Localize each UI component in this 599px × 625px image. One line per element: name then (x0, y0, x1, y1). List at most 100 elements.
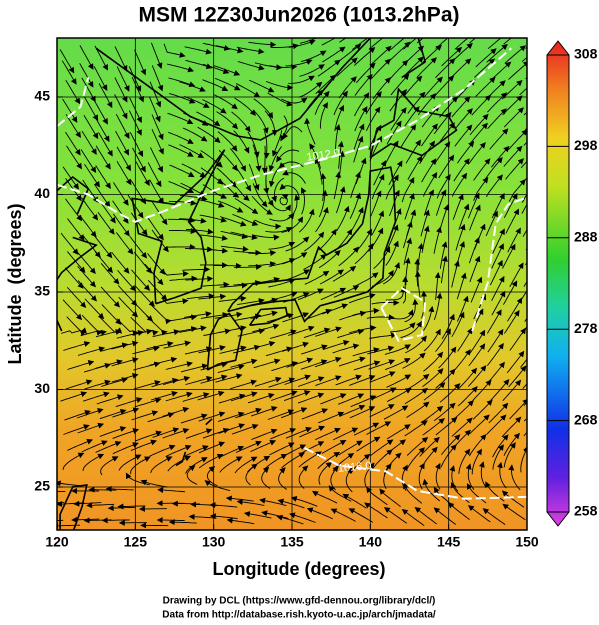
streamline (268, 146, 282, 172)
y-tick-label: 40 (34, 185, 50, 201)
streamline (129, 236, 148, 259)
streamline (197, 199, 225, 208)
streamline (202, 79, 229, 91)
streamline (217, 131, 238, 152)
streamline (233, 264, 262, 270)
streamline (451, 260, 460, 288)
streamline (521, 56, 527, 62)
streamline (458, 367, 478, 390)
streamline (216, 167, 237, 188)
streamline (135, 161, 150, 187)
streamline (403, 38, 417, 50)
streamline (80, 149, 97, 174)
streamline (226, 517, 255, 525)
x-tick-label: 120 (45, 534, 69, 550)
streamline (352, 38, 375, 50)
streamline (490, 379, 510, 401)
streamline (82, 391, 110, 402)
streamline (315, 326, 342, 337)
streamline (95, 359, 123, 369)
streamline (317, 451, 341, 470)
streamline (407, 155, 423, 180)
streamline (422, 368, 444, 388)
streamline (322, 339, 350, 351)
streamline (502, 95, 523, 116)
streamline (169, 275, 198, 282)
streamline (213, 65, 241, 76)
streamline (438, 154, 455, 179)
streamline (338, 76, 357, 99)
streamline (455, 223, 466, 251)
streamline (99, 408, 127, 420)
streamline (131, 269, 151, 291)
streamline (281, 452, 305, 469)
streamline (65, 131, 81, 156)
footer-source: Data from http://database.rish.kyoto-u.a… (162, 610, 436, 621)
streamline (204, 480, 231, 492)
streamline (180, 413, 208, 424)
streamline (319, 269, 345, 285)
streamline (390, 322, 416, 333)
streamline (62, 452, 85, 470)
streamline (297, 288, 324, 301)
streamline (182, 445, 209, 458)
streamline (84, 298, 105, 320)
streamline (383, 439, 406, 457)
streamline (116, 318, 139, 337)
streamline (114, 46, 128, 72)
streamline (342, 493, 367, 509)
streamline (383, 463, 392, 489)
streamline (435, 417, 458, 436)
streamline (423, 172, 438, 197)
streamline (184, 46, 212, 55)
streamline (166, 63, 195, 73)
streamline (470, 276, 483, 303)
streamline (236, 499, 265, 506)
streamline (366, 486, 388, 506)
streamline (312, 490, 338, 504)
streamline (112, 407, 140, 418)
streamline (131, 410, 159, 421)
streamline (217, 364, 245, 374)
streamline (524, 127, 527, 131)
streamline (140, 479, 168, 488)
streamline (320, 393, 347, 405)
streamline (503, 38, 512, 45)
streamline (405, 335, 427, 354)
coastline (249, 306, 289, 326)
streamline (299, 64, 325, 77)
streamline (282, 341, 309, 352)
streamline (487, 309, 502, 334)
streamline (261, 510, 289, 519)
plot-area: 1016.0 1012.0 (57, 38, 527, 530)
x-tick-label: 150 (515, 534, 539, 550)
streamline (285, 236, 310, 252)
streamline (491, 275, 505, 302)
streamline (382, 262, 401, 285)
streamline (421, 105, 440, 128)
streamline (82, 179, 99, 204)
streamline (215, 373, 243, 383)
streamline (454, 124, 473, 147)
streamline (482, 508, 506, 525)
streamline (335, 374, 362, 386)
isobar (304, 447, 527, 500)
streamline (219, 282, 248, 289)
streamline (489, 259, 503, 286)
streamline (451, 429, 471, 451)
streamline (200, 311, 229, 319)
streamline (485, 210, 498, 237)
streamline (301, 344, 328, 355)
streamline (98, 132, 113, 157)
streamline (218, 423, 245, 434)
streamline (209, 513, 238, 520)
streamline (314, 157, 323, 185)
streamline (77, 265, 96, 288)
streamline (196, 111, 221, 127)
streamline (386, 374, 412, 388)
streamline (186, 465, 198, 485)
streamline (453, 158, 470, 182)
streamline (300, 50, 327, 63)
streamline (315, 74, 337, 95)
streamline (367, 345, 395, 355)
